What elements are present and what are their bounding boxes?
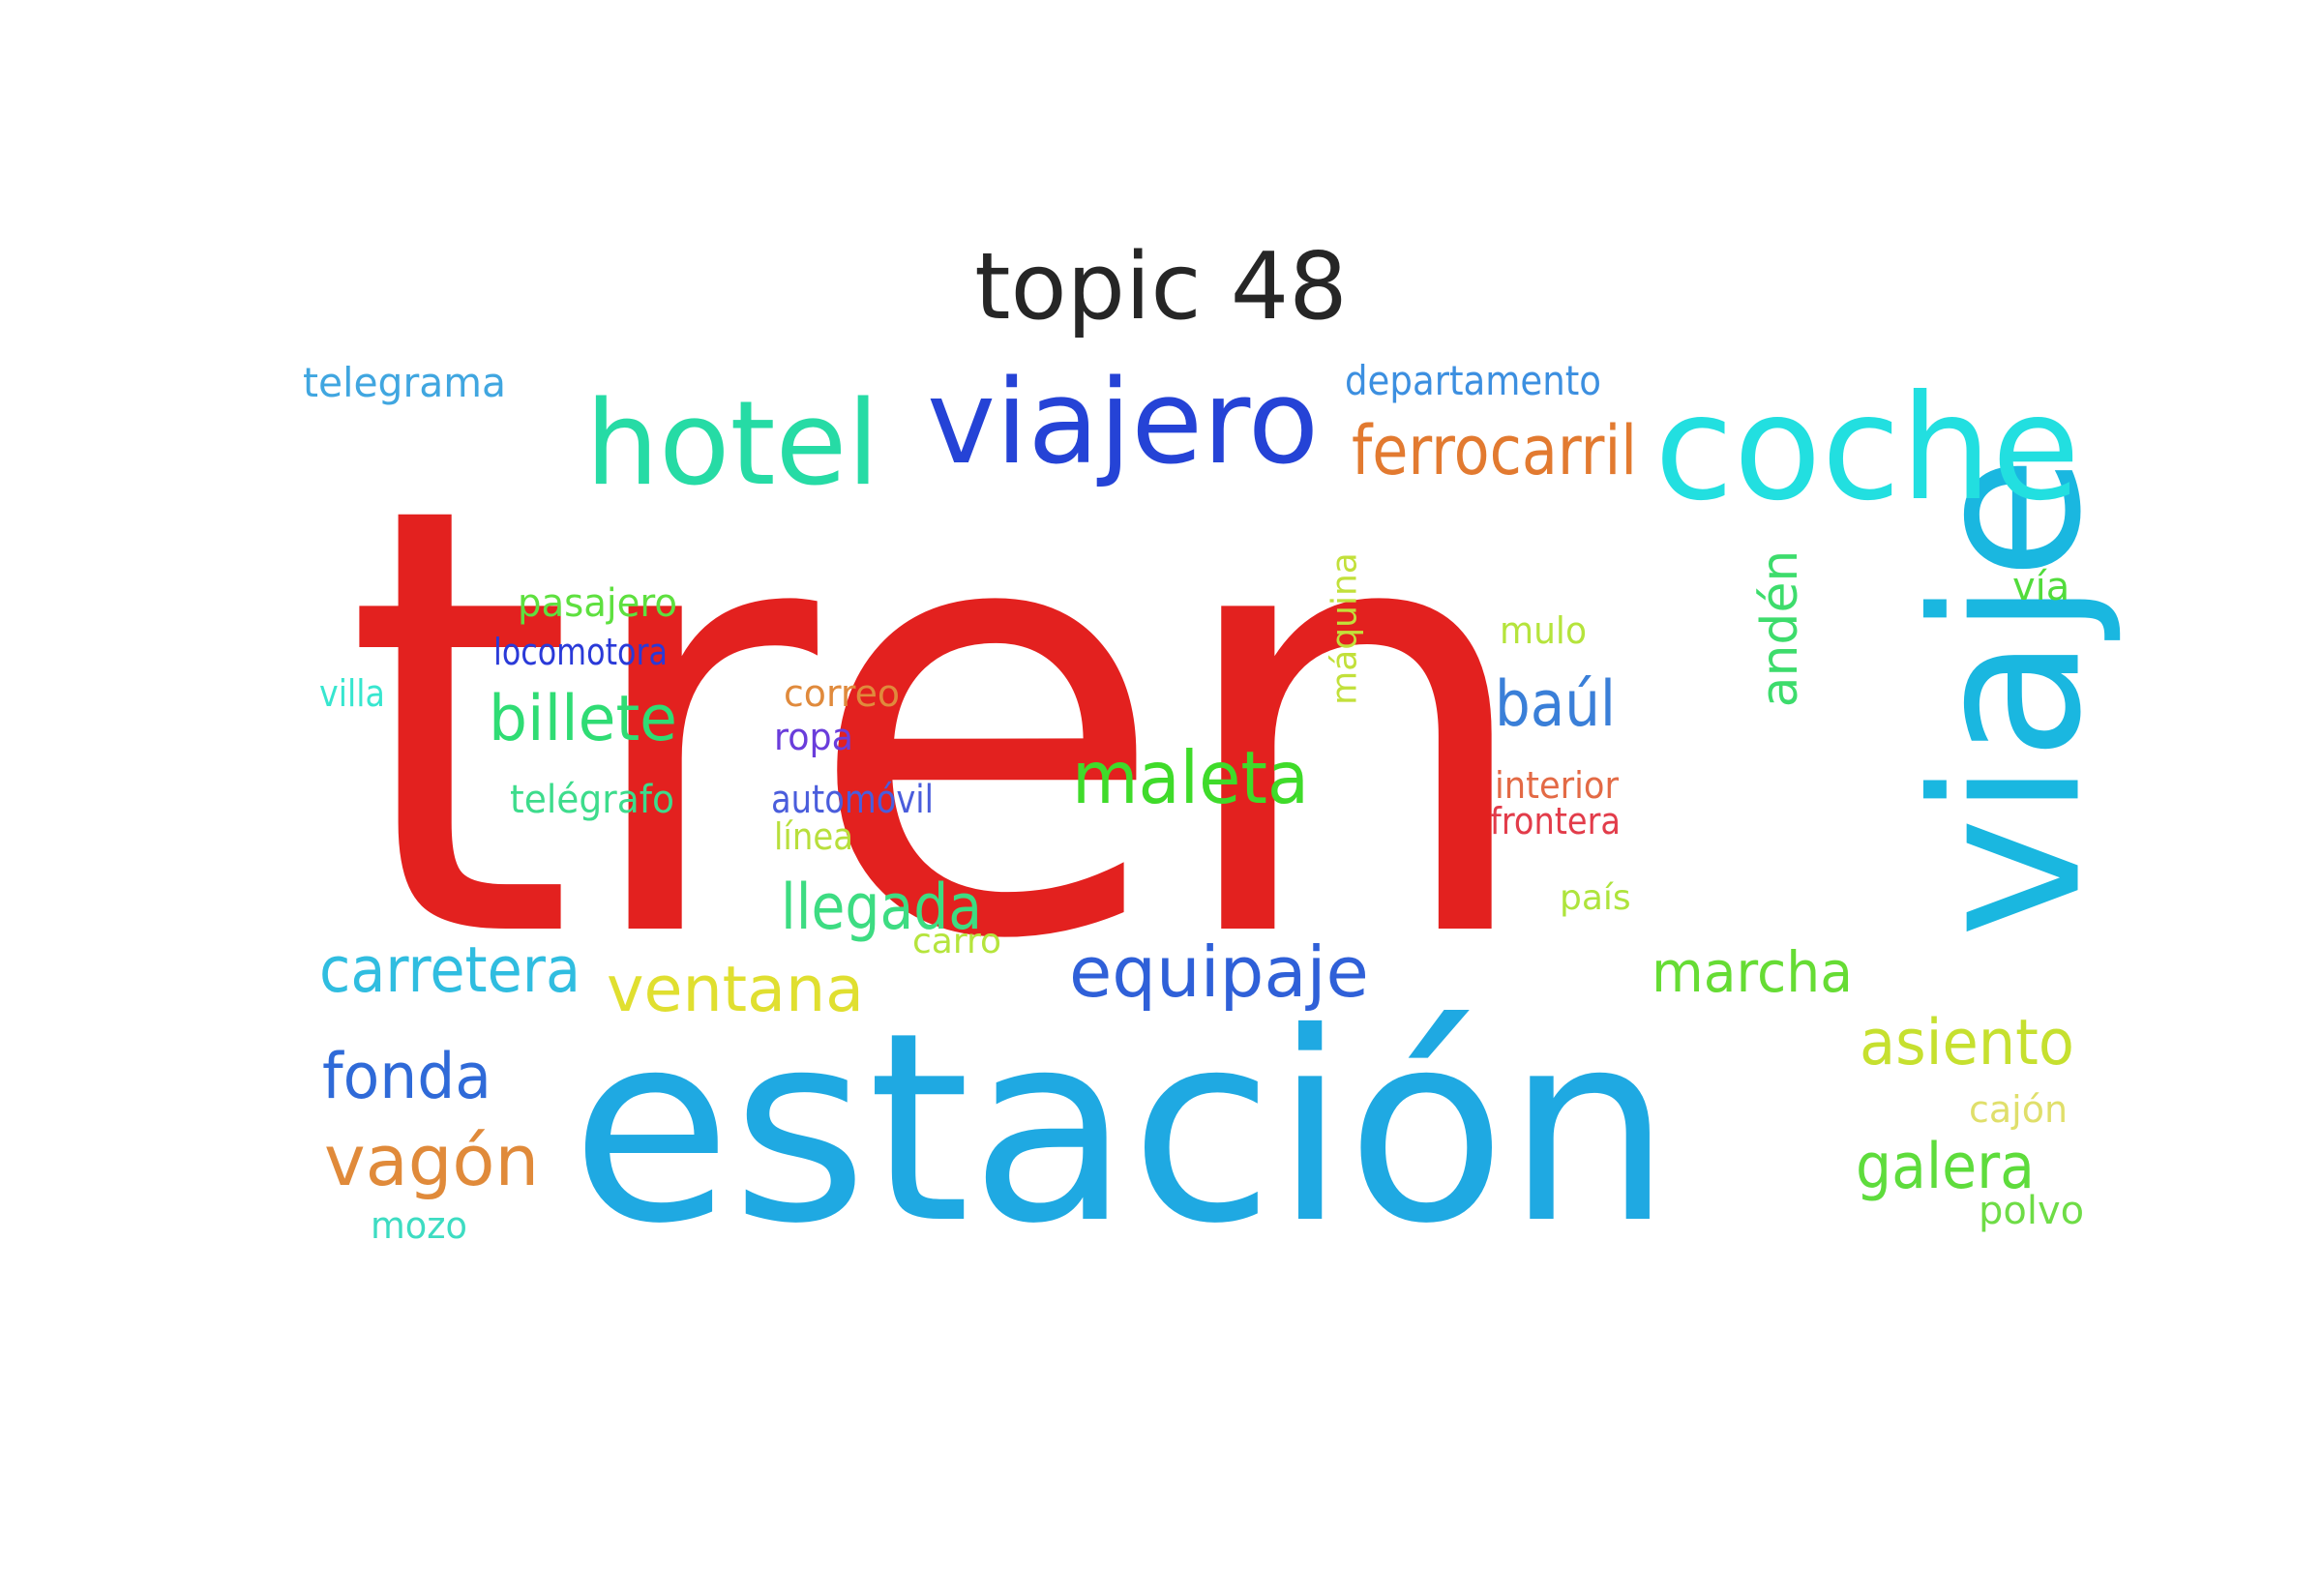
word-coche: coche xyxy=(1654,365,2080,533)
word-ventana: ventana xyxy=(607,954,864,1026)
word-ropa: ropa xyxy=(774,716,853,758)
word-viaje: viaje xyxy=(1890,456,2127,938)
word-ferrocarril: ferrocarril xyxy=(1352,411,1637,490)
word-baul: baúl xyxy=(1495,668,1616,741)
word-locomotora: locomotora xyxy=(493,631,668,673)
word-maquina: máquina xyxy=(1325,552,1365,705)
word-equipaje: equipaje xyxy=(1069,931,1369,1013)
word-vagon: vagón xyxy=(324,1120,539,1201)
word-marcha: marcha xyxy=(1652,939,1853,1005)
word-interior: interior xyxy=(1495,764,1619,807)
word-fonda: fonda xyxy=(322,1041,491,1113)
word-pasajero: pasajero xyxy=(518,581,677,626)
word-linea: línea xyxy=(774,815,853,858)
word-correo: correo xyxy=(784,672,900,715)
word-carro: carro xyxy=(912,922,1001,961)
word-frontera: frontera xyxy=(1490,800,1621,842)
word-villa: villa xyxy=(319,672,385,715)
word-billete: billete xyxy=(489,683,677,755)
word-estacion: estación xyxy=(571,976,1672,1281)
word-viajero: viajero xyxy=(927,356,1319,490)
word-telegrama: telegrama xyxy=(303,359,506,406)
word-maleta: maleta xyxy=(1072,735,1309,820)
word-via: vía xyxy=(2012,565,2069,609)
word-cajon: cajón xyxy=(1969,1088,2068,1131)
word-anden: andén xyxy=(1751,550,1809,708)
word-llegada: llegada xyxy=(781,872,982,944)
word-departamento: departamento xyxy=(1345,357,1601,404)
plot-title: topic 48 xyxy=(974,234,1348,340)
word-tren: tren xyxy=(343,381,1541,1068)
word-hotel: hotel xyxy=(585,377,879,512)
word-mulo: mulo xyxy=(1500,609,1587,652)
word-galera: galera xyxy=(1856,1131,2035,1203)
word-polvo: polvo xyxy=(1979,1189,2084,1233)
word-automovil: automóvil xyxy=(771,778,934,822)
word-mozo: mozo xyxy=(371,1204,467,1247)
word-telegrafo: telégrafo xyxy=(510,778,674,822)
word-carretera: carretera xyxy=(319,934,580,1007)
word-asiento: asiento xyxy=(1860,1007,2074,1079)
word-pais: país xyxy=(1560,878,1631,918)
